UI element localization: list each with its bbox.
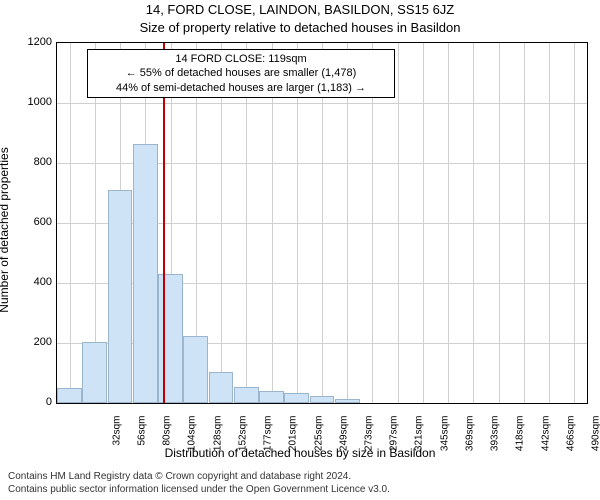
y-tick-label: 600 [12, 216, 52, 228]
x-tick-label: 466sqm [565, 416, 576, 466]
x-tick-label: 56sqm [136, 416, 147, 466]
grid-line-v [423, 43, 424, 403]
chart-subtitle: Size of property relative to detached ho… [0, 20, 600, 35]
histogram-bar [209, 372, 234, 404]
grid-line-v [398, 43, 399, 403]
x-tick-label: 490sqm [591, 416, 600, 466]
x-tick-label: 273sqm [364, 416, 375, 466]
y-tick-label: 1200 [12, 36, 52, 48]
grid-line-v [574, 43, 575, 403]
histogram-bar [284, 393, 309, 404]
x-tick-label: 297sqm [389, 416, 400, 466]
y-tick-label: 0 [12, 396, 52, 408]
histogram-bar [183, 336, 208, 404]
x-tick-label: 249sqm [338, 416, 349, 466]
x-axis-label: Distribution of detached houses by size … [0, 446, 600, 460]
grid-line-v [549, 43, 550, 403]
histogram-bar [133, 144, 158, 404]
histogram-bar [335, 399, 360, 404]
histogram-bar [82, 342, 107, 404]
x-tick-label: 177sqm [263, 416, 274, 466]
y-axis-label: Number of detached properties [0, 65, 11, 230]
x-tick-label: 128sqm [212, 416, 223, 466]
x-tick-label: 152sqm [237, 416, 248, 466]
chart-container: { "header": { "address": "14, FORD CLOSE… [0, 0, 600, 500]
annotation-line: 14 FORD CLOSE: 119sqm [96, 52, 386, 66]
x-tick-label: 393sqm [490, 416, 501, 466]
x-tick-label: 345sqm [439, 416, 450, 466]
histogram-bar [57, 388, 82, 403]
x-tick-label: 104sqm [187, 416, 198, 466]
annotation-box: 14 FORD CLOSE: 119sqm← 55% of detached h… [87, 49, 395, 98]
histogram-bar [158, 274, 183, 403]
grid-line-v [499, 43, 500, 403]
histogram-bar [259, 391, 284, 403]
annotation-line: ← 55% of detached houses are smaller (1,… [96, 66, 386, 80]
grid-line-v [70, 43, 71, 403]
footer-line-2: Contains public sector information licen… [8, 484, 592, 497]
grid-line-v [448, 43, 449, 403]
chart-address: 14, FORD CLOSE, LAINDON, BASILDON, SS15 … [0, 2, 600, 17]
x-tick-label: 225sqm [313, 416, 324, 466]
x-tick-label: 201sqm [288, 416, 299, 466]
x-tick-label: 80sqm [162, 416, 173, 466]
grid-line-v [473, 43, 474, 403]
y-tick-label: 1000 [12, 96, 52, 108]
x-tick-label: 369sqm [464, 416, 475, 466]
annotation-line: 44% of semi-detached houses are larger (… [96, 81, 386, 95]
y-tick-label: 800 [12, 156, 52, 168]
y-tick-label: 400 [12, 276, 52, 288]
plot-area: 14 FORD CLOSE: 119sqm← 55% of detached h… [56, 42, 588, 404]
x-tick-label: 321sqm [414, 416, 425, 466]
histogram-bar [310, 396, 335, 404]
y-tick-label: 200 [12, 336, 52, 348]
x-tick-label: 418sqm [515, 416, 526, 466]
x-tick-label: 442sqm [540, 416, 551, 466]
x-tick-label: 32sqm [111, 416, 122, 466]
grid-line-v [524, 43, 525, 403]
footer-line-1: Contains HM Land Registry data © Crown c… [8, 471, 592, 484]
footer-attribution: Contains HM Land Registry data © Crown c… [0, 469, 600, 500]
histogram-bar [108, 190, 133, 403]
histogram-bar [234, 387, 259, 404]
